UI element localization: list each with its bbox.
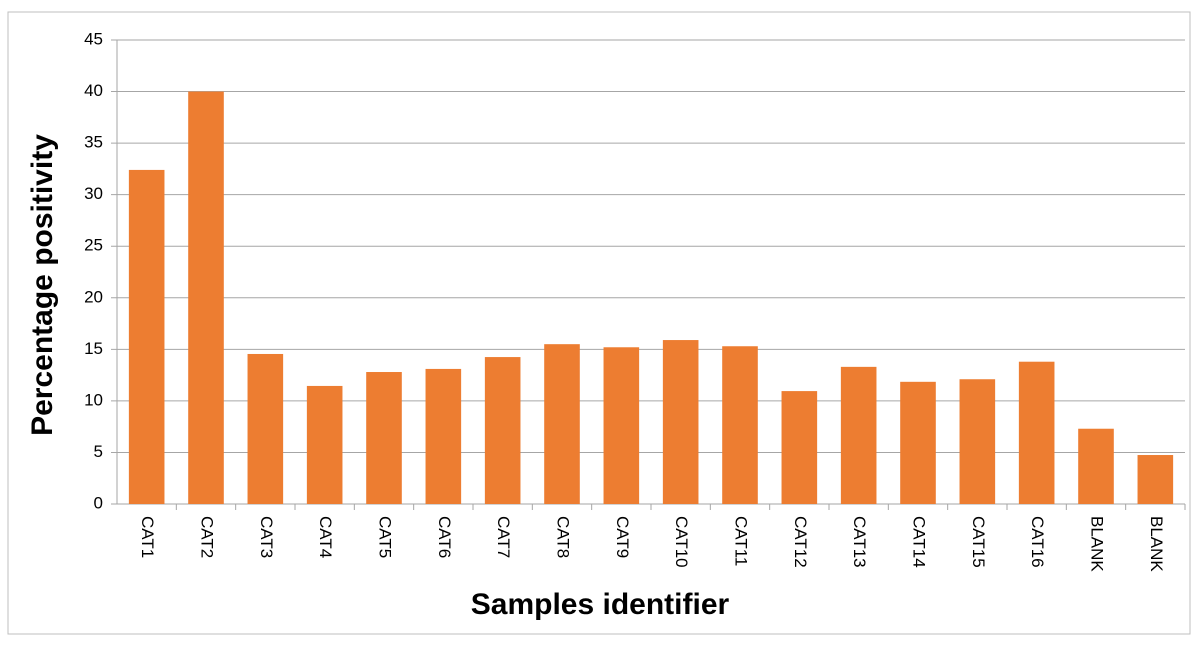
bar — [128, 169, 165, 505]
bar — [188, 91, 224, 505]
y-tick-label: 35 — [84, 133, 103, 152]
y-tick-label: 30 — [84, 184, 103, 203]
x-tick-label: CAT16 — [1028, 516, 1047, 568]
x-tick-label: CAT11 — [732, 516, 751, 566]
x-tick-label: CAT10 — [672, 516, 691, 568]
x-tick-label: CAT2 — [198, 516, 217, 558]
x-tick-label: BLANK — [1147, 516, 1166, 572]
bar — [1018, 361, 1055, 504]
x-tick-label: BLANK — [1088, 516, 1107, 572]
y-tick-label: 15 — [84, 339, 103, 358]
y-axis-title: Percentage positivity — [26, 134, 59, 436]
bar — [722, 346, 758, 504]
y-tick-label: 10 — [84, 390, 103, 409]
bar — [959, 379, 996, 504]
x-tick-label: CAT4 — [316, 516, 335, 558]
x-axis-title: Samples identifier — [471, 588, 730, 621]
bar — [1078, 428, 1114, 504]
bar — [544, 344, 580, 504]
x-tick-label: CAT13 — [850, 516, 869, 568]
y-tick-label: 45 — [84, 29, 103, 48]
x-tick-label: CAT15 — [969, 516, 988, 568]
x-tick-label: CAT9 — [613, 516, 632, 558]
x-tick-label: CAT14 — [910, 516, 929, 568]
x-tick-label: CAT1 — [138, 516, 157, 558]
x-tick-label: CAT8 — [554, 516, 573, 558]
bar — [840, 366, 877, 504]
y-tick-label: 0 — [94, 493, 103, 512]
bar — [603, 347, 640, 504]
x-tick-label: CAT12 — [791, 516, 810, 568]
bar — [1137, 455, 1174, 504]
bar — [900, 381, 936, 504]
bar — [781, 391, 818, 504]
y-tick-label: 20 — [84, 287, 103, 306]
bar — [662, 340, 699, 504]
x-tick-label: CAT6 — [435, 516, 454, 558]
bar — [306, 385, 343, 504]
bar — [366, 372, 402, 504]
bar — [425, 368, 462, 504]
y-tick-label: 40 — [84, 81, 103, 100]
x-tick-label: CAT5 — [376, 516, 395, 558]
y-tick-label: 5 — [94, 442, 103, 461]
x-tick-label: CAT7 — [494, 516, 513, 558]
bar — [484, 357, 521, 504]
y-tick-label: 25 — [84, 236, 103, 255]
bar — [247, 353, 284, 504]
chart-border — [7, 11, 1191, 635]
x-tick-label: CAT3 — [257, 516, 276, 558]
